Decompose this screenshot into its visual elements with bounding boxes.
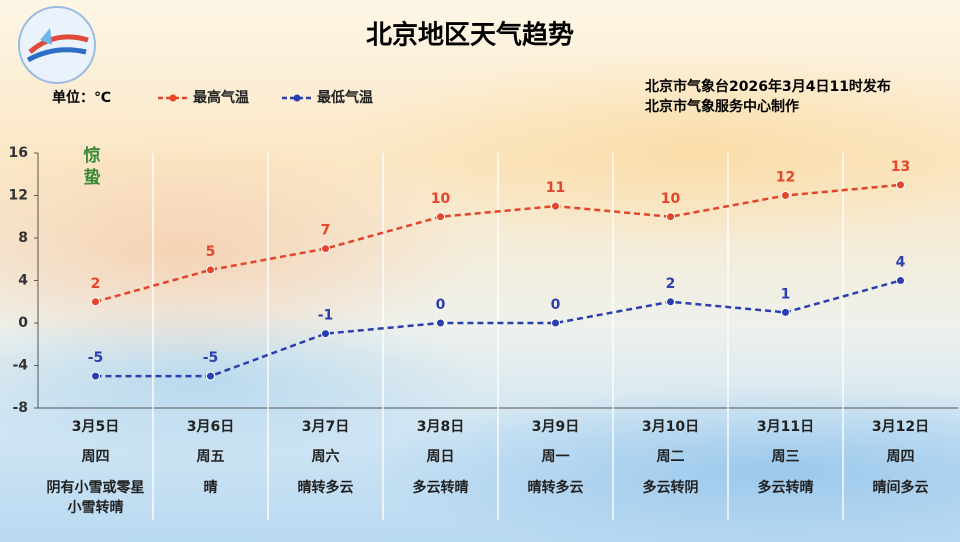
- data-label: 0: [436, 297, 446, 313]
- data-label: 2: [91, 276, 101, 292]
- data-label: -1: [318, 308, 334, 324]
- data-point: [321, 244, 330, 254]
- x-tick-label: 3月12日: [871, 419, 930, 435]
- x-tick-label: 3月6日: [186, 419, 235, 435]
- weather-label: 晴转多云: [527, 480, 584, 496]
- weekday-label: 周五: [196, 449, 225, 465]
- weather-label: 晴转多云: [297, 480, 354, 496]
- data-label: 13: [891, 159, 910, 175]
- chart-title: 北京地区天气趋势: [366, 20, 574, 51]
- weather-label: 多云转晴: [757, 480, 814, 496]
- series-line: [95, 279, 901, 378]
- weather-label: 阴有小雪或零星小雪转晴: [46, 480, 145, 516]
- y-tick-label: 4: [18, 273, 28, 289]
- annotation: 惊蛰: [83, 146, 101, 188]
- data-point: [91, 371, 100, 381]
- data-point: [206, 371, 215, 381]
- data-point: [781, 191, 790, 200]
- x-tick-label: 3月11日: [756, 419, 815, 435]
- y-tick-label: -8: [12, 400, 28, 416]
- data-point: [781, 307, 790, 317]
- data-point: [896, 276, 905, 285]
- weather-label: 多云转晴: [412, 480, 469, 496]
- weather-label: 晴间多云: [872, 480, 929, 496]
- data-label: 10: [431, 191, 451, 207]
- weather-label: 晴: [203, 480, 218, 496]
- data-label: 4: [896, 255, 906, 271]
- data-point: [551, 318, 560, 328]
- weekday-label: 周二: [656, 449, 685, 465]
- legend-label: 最低气温: [317, 89, 373, 106]
- data-point: [436, 318, 445, 328]
- data-label: 7: [321, 223, 331, 239]
- data-label: 0: [551, 297, 561, 313]
- data-point: [321, 329, 330, 339]
- data-label: -5: [203, 350, 219, 366]
- series-line: [95, 183, 901, 303]
- weather-label: 多云转阴: [642, 480, 699, 496]
- y-tick-label: 8: [18, 230, 28, 246]
- legend-label: 最高气温: [193, 89, 249, 106]
- y-tick-label: -4: [12, 358, 28, 374]
- legend-marker: [293, 94, 301, 102]
- data-label: -5: [88, 350, 104, 366]
- data-label: 5: [206, 244, 216, 260]
- data-label: 2: [666, 276, 676, 292]
- weekday-label: 周四: [886, 449, 915, 465]
- data-label: 1: [781, 286, 791, 302]
- data-point: [436, 212, 445, 222]
- weekday-label: 周六: [311, 449, 340, 465]
- logo: [18, 6, 96, 84]
- data-label: 11: [546, 180, 565, 196]
- data-point: [91, 297, 100, 307]
- source-line: 北京市气象台2026年3月4日11时发布: [645, 78, 891, 95]
- x-tick-label: 3月8日: [416, 419, 465, 435]
- y-tick-label: 0: [18, 315, 28, 331]
- weekday-label: 周四: [81, 449, 110, 465]
- y-tick-label: 12: [9, 188, 28, 204]
- data-point: [206, 265, 215, 275]
- x-tick-label: 3月9日: [531, 419, 580, 435]
- data-point: [896, 180, 905, 190]
- legend-marker: [169, 94, 177, 102]
- weekday-label: 周日: [426, 449, 455, 465]
- source-line: 北京市气象服务中心制作: [645, 98, 799, 115]
- data-point: [666, 297, 675, 307]
- unit-label: 单位：℃: [52, 89, 111, 106]
- y-tick-label: 16: [9, 145, 28, 161]
- x-tick-label: 3月5日: [71, 419, 120, 435]
- data-point: [666, 212, 675, 222]
- data-label: 12: [776, 170, 795, 186]
- x-tick-label: 3月7日: [301, 419, 350, 435]
- data-label: 10: [661, 191, 681, 207]
- x-tick-label: 3月10日: [641, 419, 700, 435]
- weekday-label: 周一: [541, 449, 570, 465]
- data-point: [551, 201, 560, 211]
- weekday-label: 周三: [771, 449, 800, 465]
